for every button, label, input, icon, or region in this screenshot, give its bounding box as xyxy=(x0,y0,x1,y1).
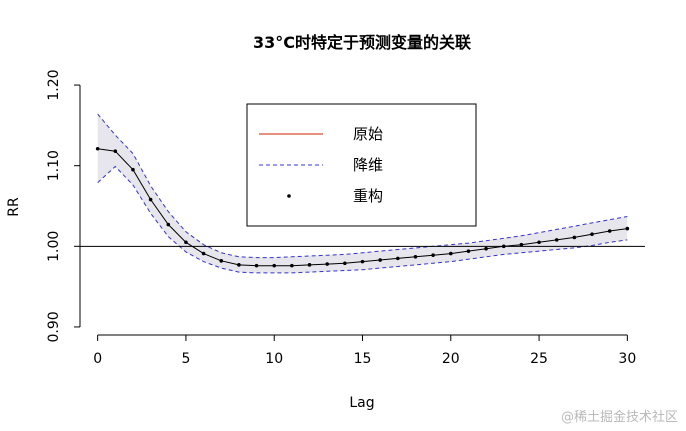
y-tick-label-1.10: 1.10 xyxy=(46,150,62,181)
data-point-17 xyxy=(396,256,400,261)
x-tick-label-5: 5 xyxy=(181,351,190,367)
data-point-30 xyxy=(625,226,630,231)
data-point-0 xyxy=(95,146,100,151)
series-降维-lower xyxy=(97,165,628,274)
data-point-13 xyxy=(325,262,329,266)
plot-area: 0 5 10 15 20 25 30 0.90 1.00 1.10 1.20 xyxy=(46,69,645,367)
x-axis-label: Lag xyxy=(349,395,374,411)
data-point-28 xyxy=(590,232,594,237)
x-tick-label-20: 20 xyxy=(442,351,460,367)
data-point-21 xyxy=(466,249,471,253)
data-point-8 xyxy=(237,263,241,267)
data-point-19 xyxy=(431,253,435,257)
legend-box xyxy=(246,103,477,227)
data-point-27 xyxy=(572,235,577,240)
y-axis-label: RR xyxy=(6,197,22,217)
data-point-23 xyxy=(501,244,506,249)
legend-swatch-重构 xyxy=(287,194,291,198)
chart-title: 33°C时特定于预测变量的关联 xyxy=(253,33,471,52)
data-point-4 xyxy=(166,222,171,227)
data-point-9 xyxy=(254,263,259,268)
series-降维-upper xyxy=(97,113,628,259)
data-point-2 xyxy=(131,167,135,172)
data-point-24 xyxy=(519,242,524,247)
data-point-16 xyxy=(378,258,382,262)
data-point-18 xyxy=(413,254,418,259)
legend-label-降维: 降维 xyxy=(353,156,383,174)
x-tick-label-15: 15 xyxy=(354,351,372,367)
x-tick-label-30: 30 xyxy=(618,351,636,367)
data-point-20 xyxy=(448,251,453,256)
x-tick-label-10: 10 xyxy=(265,351,283,367)
data-point-14 xyxy=(343,261,347,266)
watermark: @稀土掘金技术社区 xyxy=(560,410,678,425)
data-point-7 xyxy=(219,259,224,263)
data-point-26 xyxy=(554,238,559,242)
data-point-3 xyxy=(148,197,153,202)
y-tick-label-0.90: 0.90 xyxy=(46,311,62,342)
legend-label-原始: 原始 xyxy=(353,125,383,143)
y-tick-label-1.20: 1.20 xyxy=(46,69,62,100)
data-point-12 xyxy=(307,263,312,267)
data-point-15 xyxy=(360,259,365,264)
data-point-1 xyxy=(113,149,118,153)
x-tick-label-25: 25 xyxy=(530,351,548,367)
data-point-29 xyxy=(607,229,612,233)
data-point-22 xyxy=(484,246,488,251)
x-tick-label-0: 0 xyxy=(93,351,102,367)
data-point-10 xyxy=(272,263,277,268)
data-point-5 xyxy=(184,240,188,245)
legend-label-重构: 重构 xyxy=(353,187,383,205)
data-point-6 xyxy=(201,251,206,256)
data-point-25 xyxy=(537,240,541,245)
y-tick-label-1.00: 1.00 xyxy=(46,231,62,262)
data-point-11 xyxy=(290,263,294,268)
